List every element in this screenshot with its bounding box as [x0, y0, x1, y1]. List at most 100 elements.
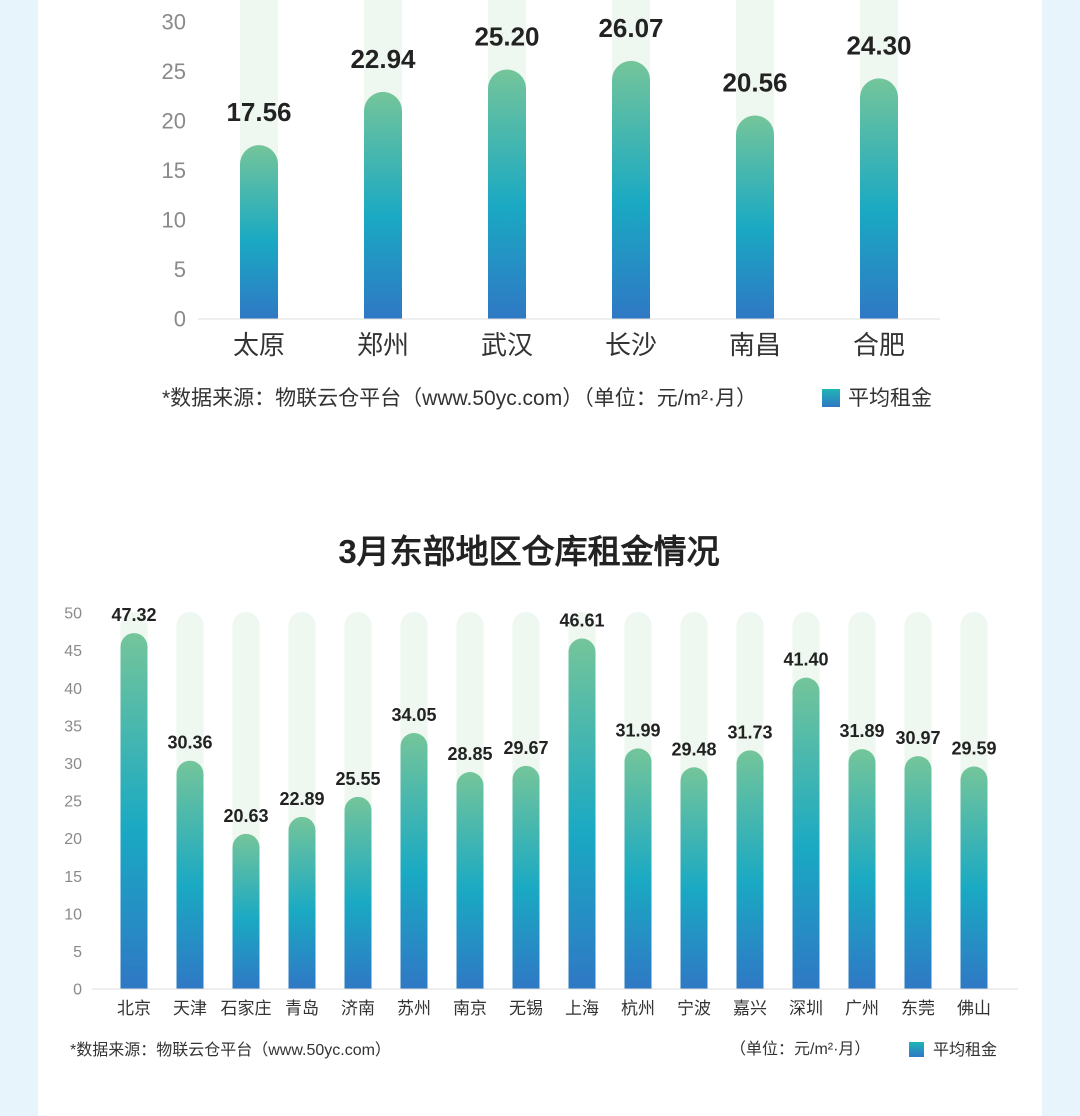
- x-tick-label: 上海: [565, 999, 599, 1018]
- bar-佛山: [960, 766, 988, 989]
- x-tick-label: 南昌: [729, 330, 781, 360]
- value-label: 26.07: [598, 13, 663, 43]
- bar-石家庄: [232, 833, 260, 989]
- chart-central-rent: 0 5 10 15 20 25 30 太原 郑州 武汉 长沙 南昌 合肥 17.56 22.94 25.2…: [162, 0, 940, 410]
- x-tick-label: 郑州: [357, 330, 409, 360]
- bar-青岛: [288, 816, 316, 989]
- value-label: 30.97: [895, 728, 940, 748]
- x-tick-label: 合肥: [853, 330, 905, 360]
- legend-swatch: [822, 389, 840, 407]
- legend-label: 平均租金: [848, 387, 932, 410]
- value-label: 47.32: [111, 605, 156, 625]
- value-label: 25.20: [474, 22, 539, 52]
- x-tick-label: 天津: [173, 999, 207, 1018]
- x-tick-label: 宁波: [677, 999, 711, 1018]
- x-tick-label: 太原: [233, 330, 285, 360]
- y-tick-label: 5: [73, 944, 82, 961]
- y-tick-label: 45: [64, 643, 82, 660]
- value-label: 24.30: [846, 30, 911, 60]
- y-tick-label: 20: [162, 109, 186, 134]
- y-tick-label: 50: [64, 606, 82, 623]
- value-label: 31.99: [615, 720, 660, 740]
- value-label: 20.56: [722, 67, 787, 97]
- bar-武汉: [488, 69, 526, 319]
- y-tick-label: 30: [162, 10, 186, 35]
- x-tick-label: 深圳: [789, 999, 823, 1018]
- value-label: 34.05: [391, 705, 436, 725]
- y-tick-label: 0: [174, 307, 186, 332]
- value-label: 29.59: [951, 738, 996, 758]
- value-label: 20.63: [223, 806, 268, 826]
- bar-太原: [240, 145, 278, 319]
- y-tick-label: 30: [64, 756, 82, 773]
- y-tick-label: 10: [64, 906, 82, 923]
- bar-济南: [344, 796, 372, 989]
- bar-南昌: [736, 115, 774, 319]
- y-tick-label: 10: [162, 208, 186, 233]
- bar-长沙: [612, 60, 650, 320]
- bars: [120, 633, 988, 989]
- value-label: 17.56: [226, 97, 291, 127]
- value-labels: 47.32 30.36 20.63 22.89 25.55 34.05 28.85 29.67…: [111, 605, 996, 826]
- x-tick-label: 佛山: [957, 999, 991, 1018]
- value-label: 25.55: [335, 769, 380, 789]
- bar-合肥: [860, 78, 898, 320]
- x-tick-label: 苏州: [397, 999, 431, 1018]
- y-tick-label: 5: [174, 257, 186, 282]
- value-labels: 17.56 22.94 25.20 26.07 20.56 24.30: [226, 13, 911, 127]
- chart-east-rent: 3月东部地区仓库租金情况 0 5 10 15 20 25 30 35 40 45 50 北京 天津 石家…: [64, 533, 1018, 1059]
- y-tick-label: 15: [162, 158, 186, 183]
- bar-广州: [848, 749, 876, 989]
- unit-note: （单位：元/m²·月）: [730, 1040, 870, 1058]
- x-tick-label: 北京: [117, 999, 151, 1018]
- y-axis-ticks: 0 5 10 15 20 25 30: [162, 10, 186, 332]
- x-tick-label: 无锡: [509, 999, 543, 1018]
- bars: [240, 60, 898, 320]
- value-label: 46.61: [559, 610, 604, 630]
- value-label: 28.85: [447, 744, 492, 764]
- x-axis-labels: 北京 天津 石家庄 青岛 济南 苏州 南京 无锡 上海 杭州 宁波 嘉兴 深圳 广州 东莞 佛山: [117, 999, 991, 1018]
- x-tick-label: 广州: [845, 999, 879, 1018]
- y-tick-label: 25: [162, 59, 186, 84]
- source-note: *数据来源：物联云仓平台（www.50yc.com）: [70, 1041, 391, 1059]
- value-label: 22.89: [279, 789, 324, 809]
- value-label: 31.89: [839, 721, 884, 741]
- y-tick-label: 15: [64, 869, 82, 886]
- x-tick-label: 杭州: [621, 999, 655, 1018]
- bar-嘉兴: [736, 750, 764, 989]
- bar-上海: [568, 638, 596, 989]
- y-tick-label: 35: [64, 718, 82, 735]
- bar-郑州: [364, 91, 402, 319]
- value-label: 22.94: [350, 44, 416, 74]
- x-axis-labels: 太原 郑州 武汉 长沙 南昌 合肥: [233, 330, 905, 360]
- y-tick-label: 25: [64, 794, 82, 811]
- legend-label: 平均租金: [933, 1041, 997, 1059]
- bar-无锡: [512, 765, 540, 989]
- y-tick-label: 20: [64, 831, 82, 848]
- x-tick-label: 长沙: [605, 330, 657, 360]
- x-tick-label: 嘉兴: [733, 999, 767, 1018]
- value-label: 30.36: [167, 733, 212, 753]
- y-axis-ticks: 0 5 10 15 20 25 30 35 40 45 50: [64, 606, 82, 999]
- bar-南京: [456, 772, 484, 989]
- source-note: *数据来源：物联云仓平台（www.50yc.com）（单位：元/m²·月）: [162, 387, 757, 410]
- y-tick-label: 0: [73, 982, 82, 999]
- bar-宁波: [680, 767, 708, 989]
- bar-天津: [176, 760, 204, 989]
- x-tick-label: 济南: [341, 999, 375, 1018]
- bar-苏州: [400, 732, 428, 989]
- bar-深圳: [792, 677, 820, 989]
- value-label: 31.73: [727, 722, 772, 742]
- value-label: 29.48: [671, 739, 716, 759]
- x-tick-label: 东莞: [901, 999, 935, 1018]
- legend-swatch: [909, 1042, 924, 1057]
- x-tick-label: 武汉: [481, 330, 533, 360]
- bar-tracks: [240, 0, 898, 319]
- value-label: 29.67: [503, 738, 548, 758]
- bar-杭州: [624, 748, 652, 989]
- chart-title: 3月东部地区仓库租金情况: [338, 533, 719, 570]
- y-tick-label: 40: [64, 681, 82, 698]
- value-label: 41.40: [783, 650, 828, 670]
- bar-北京: [120, 633, 148, 989]
